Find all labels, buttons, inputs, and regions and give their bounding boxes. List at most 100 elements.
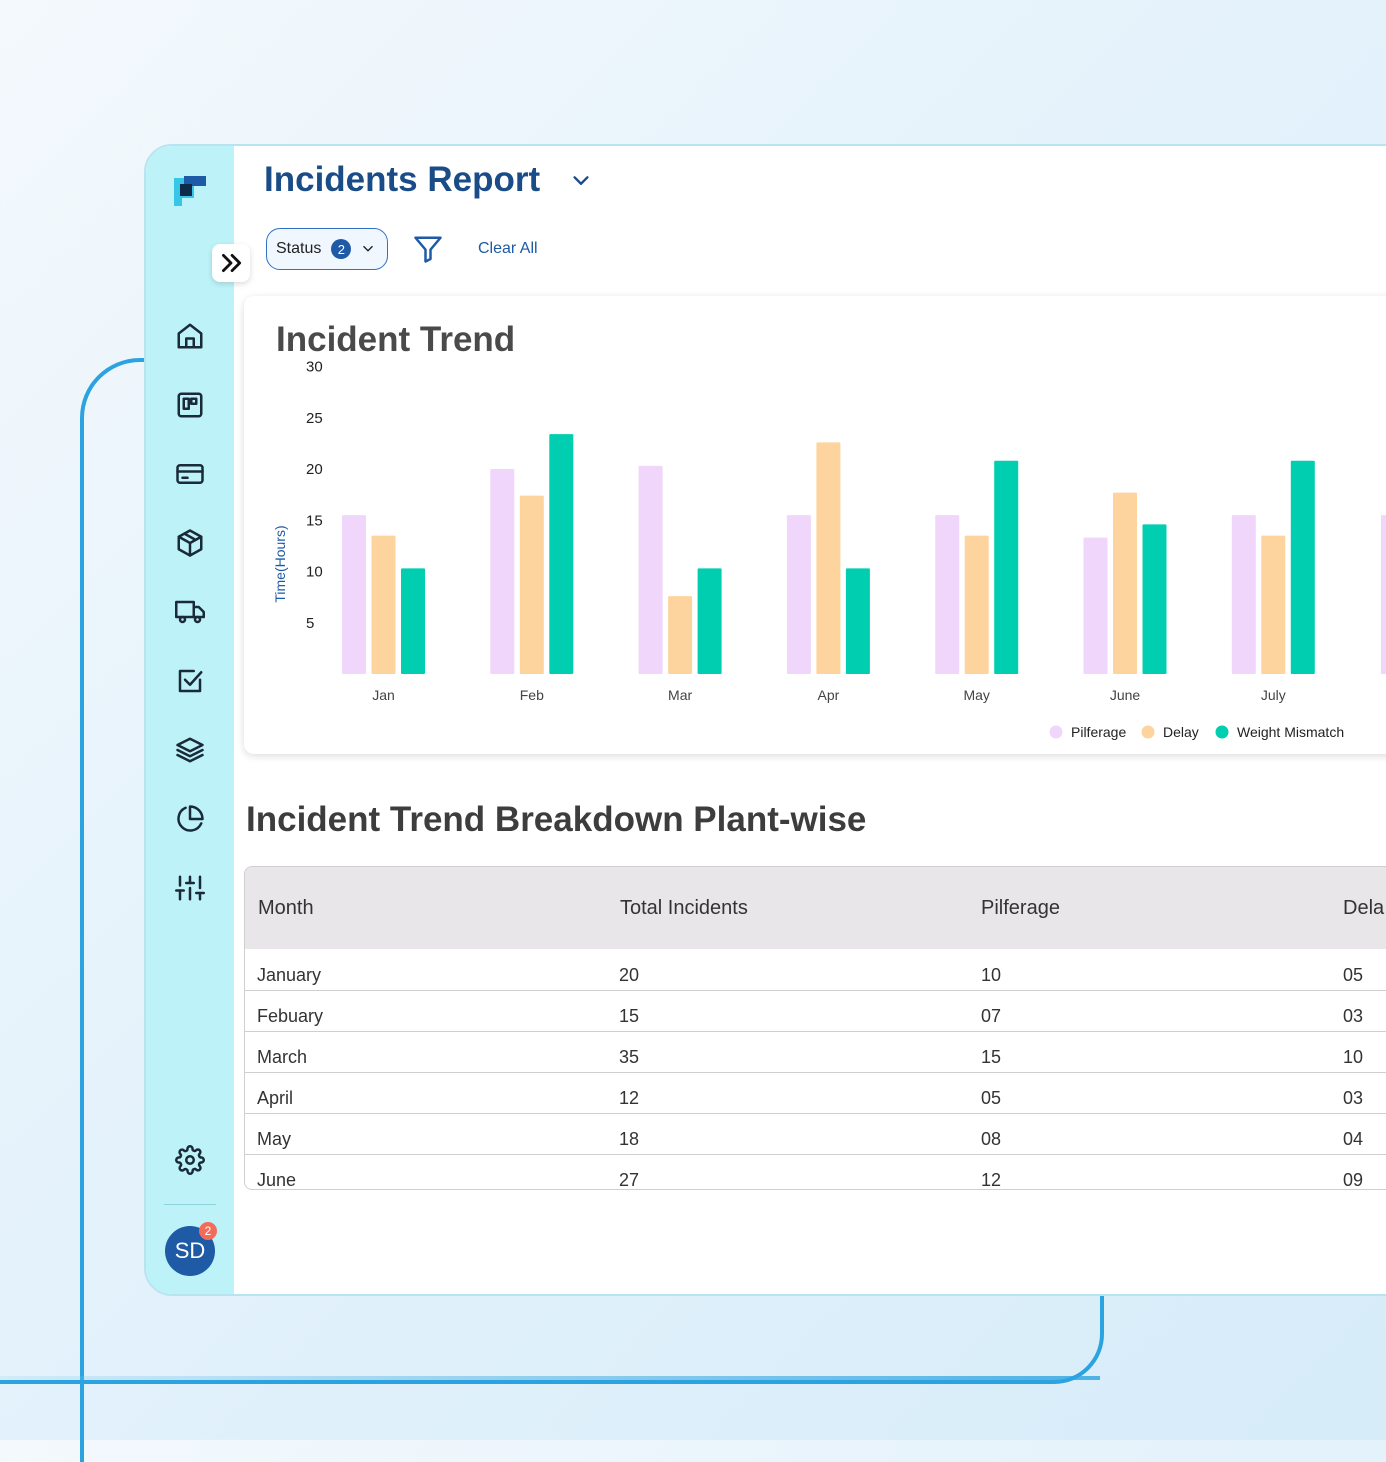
x-tick-label: May (963, 687, 989, 703)
breakdown-table: Month Total Incidents Pilferage Dela Jan… (244, 866, 1386, 1190)
card-icon[interactable] (172, 456, 208, 492)
table-cell: January (257, 965, 322, 985)
x-tick-label: July (1261, 687, 1286, 703)
notification-badge: 2 (199, 1222, 217, 1240)
x-tick-label: Feb (520, 687, 544, 703)
chevron-down-icon (363, 245, 374, 252)
column-header-month[interactable]: Month (258, 897, 314, 919)
status-count-badge: 2 (331, 239, 352, 259)
table-cell: 12 (619, 1088, 640, 1108)
bar-weight-mismatch (401, 568, 425, 674)
board-icon[interactable] (172, 387, 208, 423)
bar-delay (1113, 492, 1137, 674)
bar-pilferage (638, 465, 663, 674)
table-cell: 35 (619, 1047, 640, 1067)
app-window: SD 2 Incidents Report Status 2 Clear All… (144, 144, 1386, 1296)
bar-weight-mismatch (549, 434, 574, 674)
status-filter-chip[interactable]: Status 2 (266, 228, 388, 270)
pie-chart-icon[interactable] (172, 801, 208, 837)
double-chevron-right-icon (222, 254, 242, 272)
bar-pilferage (786, 515, 811, 674)
bar-pilferage (1083, 537, 1108, 674)
truck-icon[interactable] (172, 594, 208, 630)
table-cell: 12 (981, 1170, 1002, 1190)
chevron-down-icon (573, 176, 589, 185)
legend-marker (1215, 725, 1229, 739)
bar-delay (1261, 535, 1286, 674)
status-filter-label: Status (276, 240, 322, 257)
table-cell: May (257, 1129, 292, 1149)
legend-marker (1049, 725, 1063, 739)
table-row[interactable]: January 20 10 05 (245, 949, 1386, 991)
table-header: Month Total Incidents Pilferage Dela (245, 867, 1386, 949)
table-row[interactable]: April 12 05 03 (245, 1072, 1386, 1114)
table-row[interactable]: May 18 08 04 (245, 1113, 1386, 1155)
incident-trend-card: Incident Trend 5 10 15 20 25 30 Time(Hours) Jan… (244, 296, 1386, 754)
legend-label: Delay (1163, 724, 1199, 740)
decorative-line-left (80, 358, 164, 1462)
clear-all-link[interactable]: Clear All (478, 240, 538, 257)
x-tick-label: Apr (818, 687, 840, 703)
column-header-delay[interactable]: Dela (1343, 897, 1385, 919)
funnel-icon (414, 236, 442, 263)
table-cell: 18 (619, 1129, 640, 1149)
y-tick-label: 30 (306, 359, 323, 376)
table-cell: 09 (1343, 1170, 1364, 1190)
box-icon[interactable] (172, 525, 208, 561)
bar-weight-mismatch (697, 568, 722, 674)
bar-delay (668, 596, 693, 674)
table-cell: 04 (1343, 1129, 1364, 1149)
table-row[interactable]: Febuary 15 07 03 (245, 990, 1386, 1032)
decorative-line-bottom (0, 1290, 1104, 1384)
title-dropdown-button[interactable] (570, 170, 592, 192)
home-icon[interactable] (172, 318, 208, 354)
bar-weight-mismatch (1290, 460, 1315, 674)
x-tick-label: June (1110, 687, 1141, 703)
bar-pilferage (1381, 515, 1386, 674)
decorative-line-faint (0, 1376, 1100, 1380)
table-cell: April (257, 1088, 294, 1108)
y-tick-label: 20 (306, 461, 323, 478)
bar-weight-mismatch (845, 568, 870, 674)
sliders-icon[interactable] (172, 870, 208, 906)
page-title: Incidents Report (264, 160, 541, 199)
sidebar: SD 2 (146, 146, 234, 1294)
table-cell: 03 (1343, 1088, 1364, 1108)
bar-weight-mismatch (994, 460, 1019, 674)
column-header-pilferage[interactable]: Pilferage (981, 897, 1060, 919)
table-cell: 03 (1343, 1006, 1364, 1026)
bar-pilferage (490, 469, 515, 674)
table-row[interactable]: March 35 15 10 (245, 1031, 1386, 1073)
table-cell: 15 (981, 1047, 1002, 1067)
table-cell: June (257, 1170, 297, 1190)
table-cell: 10 (981, 965, 1002, 985)
filter-button[interactable] (413, 234, 443, 264)
legend-label: Weight Mismatch (1237, 724, 1344, 740)
x-tick-label: Mar (668, 687, 692, 703)
incident-trend-chart: 5 10 15 20 25 30 Time(Hours) Jan Feb Mar Apr May Jun… (272, 359, 1386, 740)
layers-icon[interactable] (172, 732, 208, 768)
table-cell: Febuary (257, 1006, 324, 1026)
expand-sidebar-button[interactable] (212, 244, 250, 282)
logo-icon (174, 176, 206, 206)
table-cell: 15 (619, 1006, 640, 1026)
bar-delay (816, 442, 841, 674)
x-tick-label: Jan (372, 687, 395, 703)
y-tick-label: 10 (306, 564, 323, 581)
column-header-total-incidents[interactable]: Total Incidents (620, 897, 748, 919)
table-row[interactable]: June 27 12 09 (245, 1154, 1386, 1190)
table-cell: 20 (619, 965, 640, 985)
legend-marker (1141, 725, 1155, 739)
table-cell: March (257, 1047, 308, 1067)
table-cell: 05 (981, 1088, 1002, 1108)
table-cell: 05 (1343, 965, 1364, 985)
gear-icon[interactable] (172, 1142, 208, 1178)
bar-pilferage (342, 515, 366, 674)
y-tick-label: 15 (306, 512, 323, 529)
legend-label: Pilferage (1071, 724, 1126, 740)
table-cell: 27 (619, 1170, 640, 1190)
table-cell: 08 (981, 1129, 1002, 1149)
y-tick-label: 25 (306, 410, 323, 427)
checkbox-icon[interactable] (172, 663, 208, 699)
bar-delay (371, 535, 396, 674)
